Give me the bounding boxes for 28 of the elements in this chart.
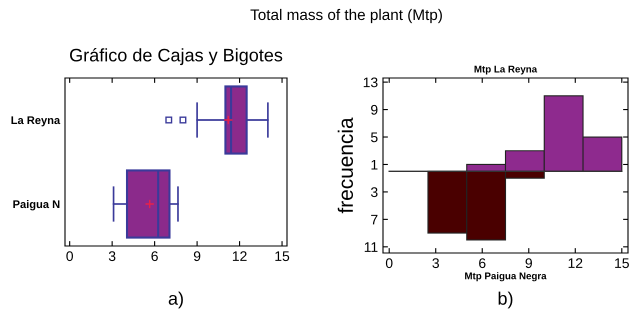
x-tick-label: 9	[526, 258, 532, 268]
x-tick-label: 3	[432, 258, 439, 268]
x-tick-label: 6	[151, 251, 158, 262]
y-tick-label: Paigua N	[13, 200, 60, 210]
y-tick-label: 13	[364, 77, 378, 88]
x-tick-label: 9	[194, 251, 200, 262]
y-tick-label: 9	[371, 104, 378, 115]
x-tick-label: 0	[66, 251, 73, 262]
x-tick-label: 0	[386, 258, 393, 268]
chart-title: Mtp La Reyna	[474, 66, 538, 74]
chart-title: Gráfico de Cajas y Bigotes	[70, 48, 282, 66]
text: a)	[168, 292, 183, 308]
x-tick-label: 3	[108, 251, 116, 262]
x-tick-label: 6	[479, 258, 486, 268]
x-tick-label: 12	[568, 258, 582, 268]
y-axis-title: frecuencia	[338, 117, 354, 214]
x-tick-label: 15	[615, 258, 629, 268]
x-axis-title: Mtp Paigua Negra	[465, 272, 547, 282]
x-tick-label: 15	[275, 251, 290, 262]
y-tick-label: 3	[370, 187, 378, 198]
y-tick-label: 1	[371, 160, 378, 170]
text: b)	[498, 292, 512, 308]
y-tick-label: 11	[364, 242, 378, 252]
y-tick-label: 7	[371, 214, 378, 224]
y-tick-label: 5	[370, 132, 378, 142]
text: Total mass of the plant (Mtp)	[250, 8, 442, 24]
y-tick-label: La Reyna	[11, 116, 60, 126]
x-tick-label: 12	[232, 251, 247, 261]
